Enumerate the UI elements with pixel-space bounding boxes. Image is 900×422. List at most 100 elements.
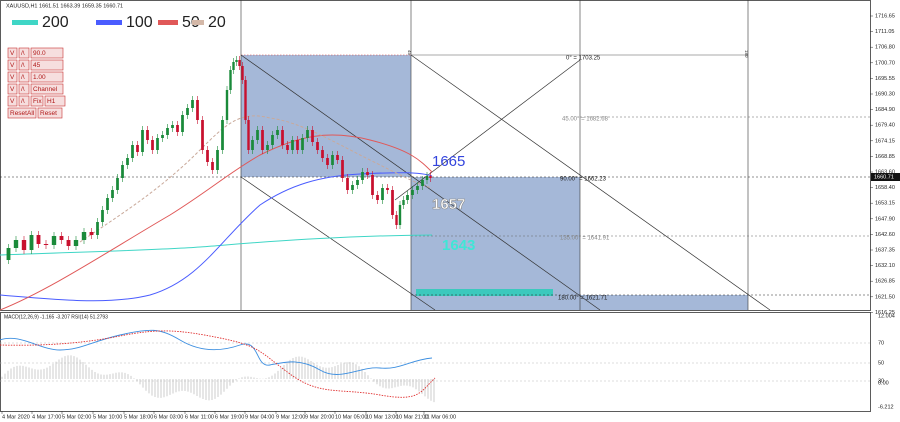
- candle-body: [151, 140, 154, 150]
- control-label: /\: [21, 50, 25, 57]
- symbol-info: XAUUSD,H1 1661.51 1663.39 1659.35 1660.7…: [6, 3, 123, 9]
- control-button[interactable]: [37, 107, 63, 119]
- candle-body: [6, 248, 11, 260]
- candle-body: [186, 108, 189, 115]
- price-label: 1626.85: [875, 279, 895, 285]
- control-button[interactable]: [7, 47, 18, 59]
- candle-body: [196, 100, 199, 120]
- control-label: Channel: [33, 86, 58, 93]
- control-button[interactable]: [18, 59, 30, 71]
- price-label: 1658.40: [875, 185, 895, 191]
- candle-body: [376, 195, 379, 200]
- price-label: 1684.90: [875, 107, 895, 113]
- control-label: Reset: [40, 110, 57, 117]
- time-label: 10 Mar 13:00: [366, 414, 398, 420]
- fib-level: 45.00° = 1682.68: [562, 117, 609, 123]
- macd-histogram: [1, 355, 435, 403]
- candle-body: [425, 176, 429, 180]
- legend-label: 20: [208, 14, 226, 31]
- axes: 1716.65 1711.05 1706.80 1700.70 1695.55 1690.…: [1, 13, 895, 420]
- projection-label: 1643: [442, 237, 475, 254]
- control-button[interactable]: [7, 59, 18, 71]
- candle-body: [131, 145, 134, 158]
- marker: 180: [744, 50, 749, 58]
- candle-body: [73, 240, 79, 246]
- zone: [580, 295, 748, 310]
- candle-body: [402, 200, 405, 205]
- candle-body: [421, 180, 424, 186]
- time-label: 9 Mar 20:00: [305, 414, 334, 420]
- ma-20: [79, 115, 433, 243]
- control-label: 1.00: [33, 74, 46, 81]
- control-label: V: [10, 50, 15, 57]
- control-button[interactable]: [30, 47, 64, 59]
- price-label: 1632.10: [875, 263, 895, 269]
- control-button[interactable]: [30, 59, 64, 71]
- control-button[interactable]: [7, 107, 37, 119]
- candle-body: [96, 222, 99, 235]
- control-label: 45: [33, 62, 41, 69]
- candle-body: [395, 215, 398, 225]
- legend-swatch: [158, 20, 178, 25]
- control-button[interactable]: [30, 83, 64, 95]
- candle-body: [229, 70, 232, 90]
- time-label: 5 Mar 02:00: [62, 414, 91, 420]
- indicator-axis-label: 0.00: [878, 380, 889, 386]
- candle-body: [106, 198, 109, 210]
- candle-body: [301, 138, 304, 150]
- time-label: 6 Mar 11:00: [185, 414, 214, 420]
- control-button[interactable]: [7, 95, 18, 107]
- legend-label: 100: [126, 14, 153, 31]
- control-button[interactable]: [18, 71, 30, 83]
- candle-body: [221, 120, 224, 150]
- candle-body: [296, 140, 299, 150]
- control-label: V: [10, 74, 15, 81]
- candle-body: [429, 176, 432, 178]
- price-label: 1716.65: [875, 13, 895, 19]
- candle-body: [225, 90, 229, 120]
- control-label: ResetAll: [10, 110, 35, 117]
- control-label: Fix: [33, 98, 42, 105]
- indicator-panel: [0, 312, 871, 412]
- candle-body: [59, 236, 64, 240]
- control-button[interactable]: [7, 71, 18, 83]
- price-label: 1679.40: [875, 123, 895, 129]
- fib-level: 180.00° = 1621.71: [558, 296, 608, 302]
- candle-body: [51, 236, 57, 245]
- control-label: /\: [21, 74, 25, 81]
- candle-body: [216, 150, 219, 170]
- time-label: 6 Mar 03:00: [154, 414, 183, 420]
- candle-body: [126, 158, 129, 165]
- indicator-axis-label: 70: [878, 340, 884, 346]
- candle-body: [29, 235, 34, 250]
- time-label: 10 Mar 21:00: [396, 414, 428, 420]
- control-button[interactable]: [18, 47, 30, 59]
- control-button[interactable]: [18, 83, 30, 95]
- candle-body: [251, 140, 254, 150]
- projection-label: 1665: [432, 153, 465, 170]
- control-label: V: [10, 62, 15, 69]
- control-button[interactable]: [30, 71, 64, 83]
- price-label: 1663.60: [875, 169, 895, 175]
- macd-signal: [0, 330, 436, 398]
- ma-50: [0, 134, 433, 311]
- controls: V /\ 90.0 V /\ 45 V /\ 1.00 V /\ Channel V /\ Fix H1 Res…: [7, 47, 66, 119]
- candle-body: [81, 232, 87, 240]
- indicator-axis-label: 50: [878, 360, 884, 366]
- control-button[interactable]: [30, 95, 44, 107]
- price-label: 1674.15: [875, 138, 895, 144]
- time-label: 9 Mar 04:00: [245, 414, 274, 420]
- candle-body: [36, 235, 41, 244]
- control-button[interactable]: [7, 83, 18, 95]
- candle-body: [366, 172, 369, 175]
- candle-body: [371, 175, 374, 195]
- control-button[interactable]: [44, 95, 66, 107]
- candle-body: [271, 135, 274, 145]
- candle-body: [411, 190, 414, 195]
- candle-body: [406, 195, 409, 200]
- control-button[interactable]: [18, 95, 30, 107]
- candle-body: [211, 162, 214, 170]
- candle-body: [247, 120, 250, 150]
